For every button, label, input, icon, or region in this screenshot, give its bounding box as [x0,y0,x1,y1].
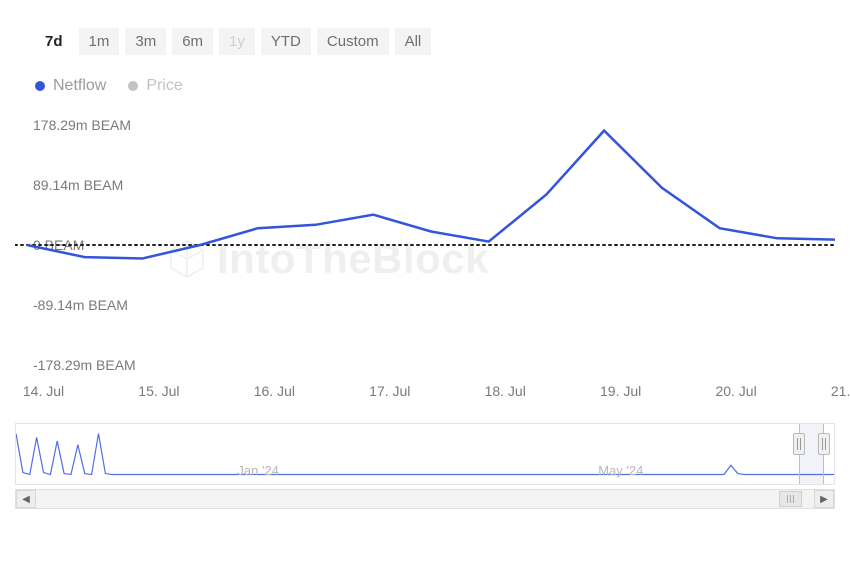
scroll-right-button[interactable]: ▶ [814,490,834,508]
navigator-time-label: Jan '24 [237,463,279,478]
legend-label: Price [146,77,182,95]
chart-plot-area[interactable] [15,125,835,365]
navigator-handle-right[interactable] [818,433,830,455]
range-3m[interactable]: 3m [125,28,166,55]
range-1m[interactable]: 1m [79,28,120,55]
range-1y[interactable]: 1y [219,28,255,55]
x-tick-label: 21. Jul [831,383,850,399]
legend-item-netflow[interactable]: Netflow [35,77,106,95]
navigator-selection[interactable] [799,424,824,484]
legend-label: Netflow [53,77,106,95]
x-tick-label: 20. Jul [715,383,756,399]
x-tick-label: 14. Jul [23,383,64,399]
range-7d[interactable]: 7d [35,28,73,55]
range-6m[interactable]: 6m [172,28,213,55]
main-chart: IntoTheBlock 178.29m BEAM89.14m BEAM0 BE… [15,125,835,405]
x-tick-label: 19. Jul [600,383,641,399]
navigator-handle-left[interactable] [793,433,805,455]
scroll-left-button[interactable]: ◀ [16,490,36,508]
time-range-selector: 7d 1m 3m 6m 1y YTD Custom All [35,28,835,55]
x-tick-label: 15. Jul [138,383,179,399]
scroll-track[interactable] [36,490,814,508]
range-ytd[interactable]: YTD [261,28,311,55]
legend-item-price[interactable]: Price [128,77,182,95]
x-tick-label: 18. Jul [485,383,526,399]
chart-scrollbar[interactable]: ◀ ▶ [15,489,835,509]
range-custom[interactable]: Custom [317,28,389,55]
x-axis-labels: 14. Jul 15. Jul 16. Jul 17. Jul 18. Jul 19. J… [15,375,835,405]
chart-legend: Netflow Price [35,77,835,95]
scroll-thumb[interactable] [779,491,802,507]
x-tick-label: 16. Jul [254,383,295,399]
legend-dot-icon [128,81,138,91]
legend-dot-icon [35,81,45,91]
navigator-time-label: May '24 [598,463,643,478]
range-all[interactable]: All [395,28,432,55]
chart-navigator[interactable]: Jan '24 May '24 [15,423,835,485]
x-tick-label: 17. Jul [369,383,410,399]
